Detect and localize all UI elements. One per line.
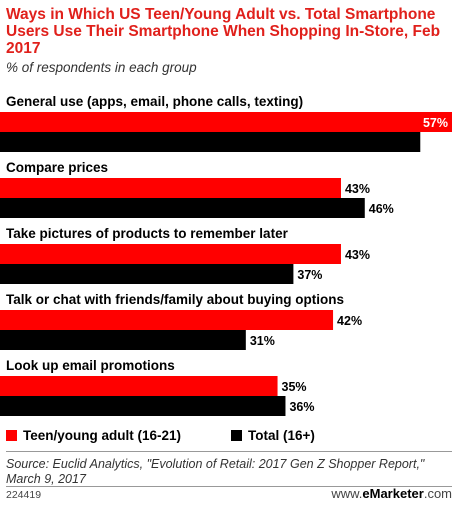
value-label-teen-general-use-apps-email-phone-calls-texting: 57%: [423, 116, 448, 130]
value-label-teen-look-up-email-promotions: 35%: [282, 380, 307, 394]
chart-subtitle: % of respondents in each group: [6, 60, 197, 75]
category-label-talk-or-chat-with-friends-family-about-buying-options: Talk or chat with friends/family about b…: [6, 292, 344, 307]
source-note: Source: Euclid Analytics, "Evolution of …: [6, 457, 425, 486]
bar-teen-look-up-email-promotions: [0, 376, 278, 396]
bar-total-look-up-email-promotions: [0, 396, 286, 416]
value-label-total-compare-prices: 46%: [369, 202, 394, 216]
legend-swatch-teen: [6, 430, 17, 441]
chart-title: Ways in Which US Teen/Young Adult vs. To…: [6, 6, 441, 57]
category-label-look-up-email-promotions: Look up email promotions: [6, 358, 175, 373]
category-label-take-pictures-of-products-to-remember-later: Take pictures of products to remember la…: [6, 226, 289, 241]
value-label-teen-take-pictures-of-products-to-remember-later: 43%: [345, 248, 370, 262]
brand-logo: www.eMarketer.com: [331, 486, 452, 501]
bar-chart: General use (apps, email, phone calls, t…: [0, 94, 452, 416]
value-label-total-general-use-apps-email-phone-calls-texting: 53%: [391, 136, 416, 150]
value-label-total-take-pictures-of-products-to-remember-later: 37%: [297, 268, 322, 282]
bar-teen-general-use-apps-email-phone-calls-texting: [0, 112, 452, 132]
legend-label-teen: Teen/young adult (16-21): [23, 428, 182, 443]
brand-name: eMarketer: [362, 486, 424, 501]
bar-total-compare-prices: [0, 198, 365, 218]
legend-label-total: Total (16+): [248, 428, 315, 443]
bar-total-talk-or-chat-with-friends-family-about-buying-options: [0, 330, 246, 350]
footer-divider-bottom: [6, 486, 452, 487]
brand-suffix: .com: [423, 486, 452, 501]
value-label-teen-talk-or-chat-with-friends-family-about-buying-options: 42%: [337, 314, 362, 328]
value-label-total-look-up-email-promotions: 36%: [289, 400, 314, 414]
bar-total-take-pictures-of-products-to-remember-later: [0, 264, 294, 284]
bar-teen-take-pictures-of-products-to-remember-later: [0, 244, 341, 264]
footer-divider: [6, 451, 452, 452]
value-label-total-talk-or-chat-with-friends-family-about-buying-options: 31%: [250, 334, 275, 348]
value-label-teen-compare-prices: 43%: [345, 182, 370, 196]
legend-item-total: Total (16+): [231, 428, 315, 443]
category-label-compare-prices: Compare prices: [6, 160, 108, 175]
legend-item-teen: Teen/young adult (16-21): [6, 428, 181, 443]
chart-id: 224419: [6, 489, 42, 501]
bar-teen-compare-prices: [0, 178, 341, 198]
bar-teen-talk-or-chat-with-friends-family-about-buying-options: [0, 310, 334, 330]
legend-swatch-total: [231, 430, 242, 441]
brand-prefix: www.: [331, 486, 363, 501]
bar-total-general-use-apps-email-phone-calls-texting: [0, 132, 421, 152]
category-label-general-use-apps-email-phone-calls-texting: General use (apps, email, phone calls, t…: [6, 94, 303, 109]
